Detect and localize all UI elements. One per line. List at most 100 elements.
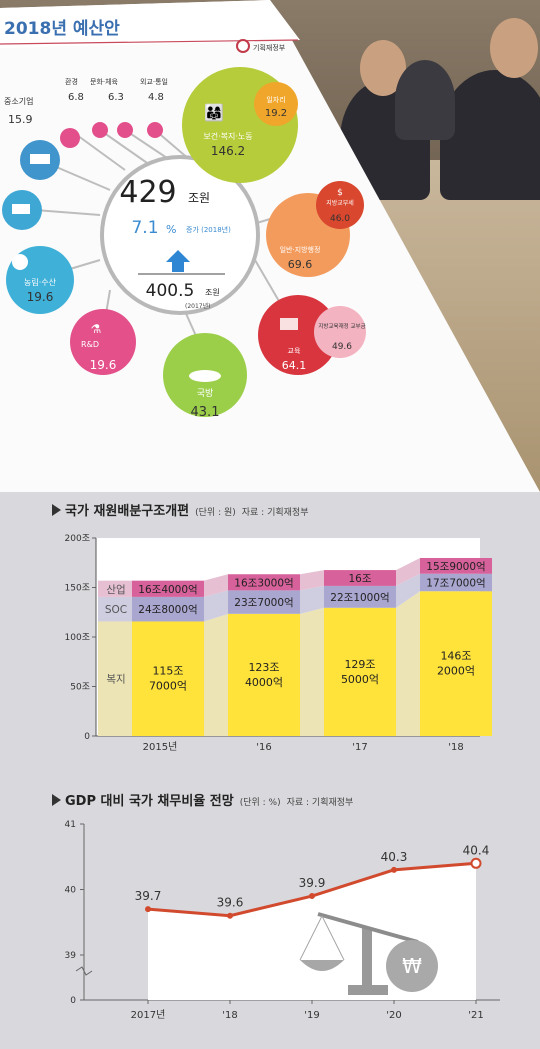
- bar-산업-3: [420, 557, 492, 574]
- bar-value-label: 123조: [248, 661, 279, 674]
- stacked-bar-chart: 050조100조150조200조115조7000억24조8000억16조4000…: [65, 534, 492, 753]
- bubble-edugrant-label: 지방교육재정 교부금: [318, 322, 365, 330]
- bubble-admin-label: 일반·지방행정: [280, 245, 321, 254]
- bubble-agri-label: 농림·수산: [24, 277, 57, 287]
- bar-value-label: 17조7000억: [426, 578, 485, 590]
- bubble-local-grant: [316, 181, 364, 229]
- bar-chart-source: 자료 : 기획재정부: [241, 508, 309, 518]
- bubble-edu-label: 교육: [288, 347, 301, 355]
- bar-value-label: 16조4000억: [138, 584, 197, 596]
- axis-break-mark: [75, 966, 93, 976]
- dollar-icon: $: [337, 188, 343, 198]
- budget-photo: 2018년 예산안 기획재정부 429 조원 7.1 % 증가 (2018년) …: [0, 0, 540, 492]
- bubble-edu-value: 64.1: [282, 359, 307, 372]
- bubble-education: [258, 295, 338, 375]
- bar-connector-2: [396, 557, 420, 586]
- bar-fade-1: [98, 596, 132, 622]
- center-total-unit: 조원: [188, 191, 210, 205]
- line-y-tick-label: 0: [70, 996, 76, 1006]
- line-x-tick-label: '21: [468, 1010, 483, 1021]
- bar-value-label: 4000억: [245, 676, 283, 689]
- bubble-jobs: [254, 82, 298, 126]
- bar-SOC-1: [228, 590, 300, 614]
- factory-icon: [30, 154, 50, 164]
- book-icon: [280, 318, 298, 330]
- bar-value-label: 23조7000억: [234, 597, 293, 609]
- balance-scale-icon: ₩: [299, 912, 438, 995]
- bar-value-label: 129조: [344, 658, 375, 671]
- bar-value-label: 16조: [348, 573, 371, 585]
- bar-fade-2: [98, 580, 132, 597]
- bar-value-label: 22조1000억: [330, 592, 389, 604]
- growth-up-arrow-icon: [166, 250, 190, 272]
- line-value-label: 39.9: [299, 876, 326, 890]
- play-triangle-icon: [52, 794, 61, 806]
- bubble-defense-value: 43.1: [191, 405, 220, 420]
- line-value-label: 40.3: [381, 850, 408, 864]
- prev-total-unit: 조원: [205, 288, 220, 297]
- bar-value-label: 115조: [152, 665, 183, 678]
- bar-connector-0: [204, 613, 228, 736]
- bubble-agri-value: 19.6: [27, 290, 54, 304]
- prev-year: (2017년): [185, 302, 210, 310]
- bubble-diplomacy: [147, 122, 163, 138]
- person-3: [395, 60, 455, 140]
- bubble-jobs-label: 일자리: [266, 95, 285, 104]
- line-x-tick-label: '20: [386, 1010, 401, 1021]
- bubble-sme: [60, 128, 80, 148]
- bar-복지-3: [420, 591, 492, 736]
- bar-connector-0: [396, 591, 420, 736]
- bar-series-name: 산업: [106, 583, 125, 596]
- bubble-localgrant-label: 지방교부세: [326, 199, 354, 207]
- line-x-tick-label: '19: [304, 1010, 319, 1021]
- flask-icon: ⚗: [91, 322, 102, 336]
- person-2: [440, 70, 540, 200]
- bar-category-label: '17: [352, 742, 367, 753]
- bar-connector-0: [300, 607, 324, 736]
- bubble-defense-label: 국방: [197, 388, 214, 399]
- bar-chart-heading: 국가 재원배분구조개편 (단위 : 원) 자료 : 기획재정부: [52, 500, 308, 519]
- sme-label: 중소기업: [4, 97, 33, 106]
- ministry-emblem-icon: [236, 39, 250, 53]
- growth-note: 증가 (2018년): [186, 225, 231, 234]
- bubble-rnd-value: 19.6: [90, 358, 117, 372]
- line-chart-heading: GDP 대비 국가 채무비율 전망 (단위 : %) 자료 : 기획재정부: [52, 790, 353, 809]
- bar-복지-2: [324, 607, 396, 736]
- line-point: [470, 857, 482, 869]
- play-triangle-icon: [52, 504, 61, 516]
- poster-ministry: 기획재정부: [253, 43, 286, 52]
- poster-header-line: [0, 39, 299, 45]
- bubble-localgrant-value: 46.0: [330, 214, 350, 224]
- poster-header-band: [0, 0, 300, 48]
- line-value-label: 40.4: [463, 843, 490, 857]
- bar-value-label: 146조: [440, 650, 471, 663]
- bar-SOC-3: [420, 573, 492, 592]
- bar-connector-2: [300, 570, 324, 591]
- bar-SOC-2: [324, 585, 396, 608]
- bar-y-tick-label: 0: [84, 732, 90, 742]
- bar-category-label: 2015년: [143, 741, 178, 753]
- bar-value-label: 16조3000억: [234, 577, 293, 589]
- bar-복지-0: [132, 621, 204, 736]
- bar-category-label: '16: [256, 742, 271, 753]
- bubble-welfare-value: 146.2: [211, 144, 245, 158]
- line-y-tick-label: 40: [65, 886, 77, 896]
- poster-title: 2018년 예산안: [4, 19, 120, 39]
- center-total-value: 429: [119, 175, 176, 210]
- bus-icon: [12, 204, 30, 214]
- bubble-jobs-value: 19.2: [265, 108, 287, 119]
- bubble-env: [92, 122, 108, 138]
- bubble-rnd: [70, 309, 136, 375]
- bubble-rnd-label: R&D: [81, 340, 99, 349]
- bar-y-tick-label: 50조: [70, 683, 90, 693]
- diplomacy-label: 외교·통일: [140, 77, 168, 86]
- bar-산업-0: [132, 580, 204, 597]
- line-chart-title: GDP 대비 국가 채무비율 전망: [65, 794, 234, 809]
- env-value: 6.8: [68, 92, 84, 103]
- bubble-edu-grant: [314, 306, 366, 358]
- bubble-admin-value: 69.6: [288, 258, 313, 271]
- line-chart-source: 자료 : 기획재정부: [286, 798, 354, 808]
- bar-value-label: 15조9000억: [426, 561, 485, 573]
- bar-산업-1: [228, 574, 300, 591]
- line-chart-unit: (단위 : %): [239, 798, 281, 808]
